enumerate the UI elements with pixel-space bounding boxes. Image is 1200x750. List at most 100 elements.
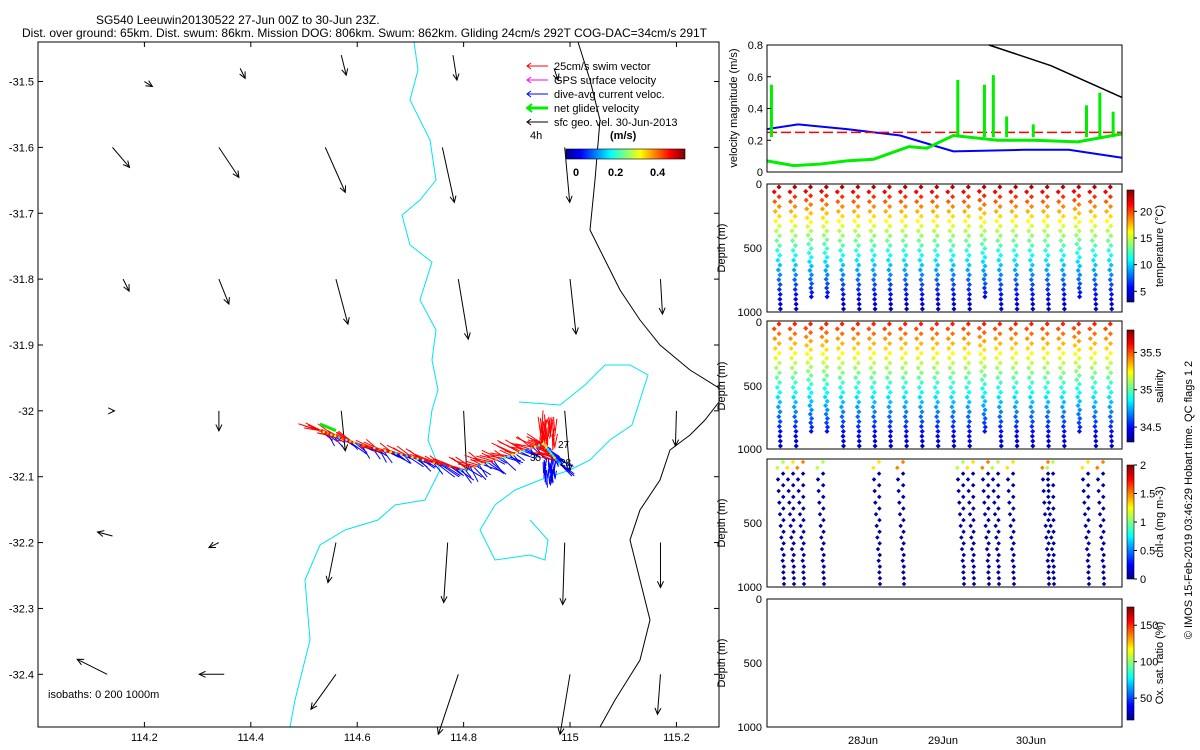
velocity-y-label: velocity magnitude (m/s) xyxy=(728,48,740,167)
profile-sample-marker xyxy=(1109,301,1115,307)
profile-sample-marker xyxy=(1076,202,1082,208)
profile-sample-marker xyxy=(1093,301,1099,307)
profile-sample-marker xyxy=(1042,384,1049,390)
profile-sample-marker xyxy=(966,360,972,366)
profile-sample-marker xyxy=(997,360,1003,366)
profile-sample-marker xyxy=(935,272,941,278)
track-position-marker xyxy=(553,456,556,459)
profile-sample-marker xyxy=(886,414,892,420)
profile-sample-marker xyxy=(902,267,908,273)
profile-sample-marker xyxy=(875,546,881,552)
profile-sample-marker xyxy=(1087,189,1093,195)
profile-sample-marker xyxy=(1061,409,1067,415)
profile-sample-marker xyxy=(882,326,888,332)
swim-vector xyxy=(541,423,546,441)
profile-sample-marker xyxy=(871,243,877,249)
profile-sample-marker xyxy=(855,233,861,239)
profile-sample-marker xyxy=(1045,286,1051,293)
profile-sample-marker xyxy=(821,368,827,374)
track-position-marker xyxy=(537,444,541,447)
profile-sample-marker xyxy=(1041,228,1048,234)
profile-sample-marker xyxy=(822,250,828,256)
track-position-marker xyxy=(348,440,352,443)
profile-sample-marker xyxy=(982,424,988,430)
profile-sample-marker xyxy=(1108,380,1114,386)
profile-sample-marker xyxy=(961,494,966,500)
profile-sample-marker xyxy=(855,331,861,337)
profile-sample-marker xyxy=(981,193,987,199)
profile-sample-marker xyxy=(996,564,1002,569)
profile-sample-marker xyxy=(824,210,830,216)
profile-sample-marker xyxy=(778,523,783,529)
profile-sample-marker xyxy=(807,411,813,417)
profile-sample-marker xyxy=(1072,206,1078,212)
dive-avg-current-line xyxy=(766,123,1123,159)
profile-sample-marker xyxy=(997,223,1003,229)
profile-sample-marker xyxy=(956,488,961,494)
legend-colorbar-tick-1: 0.2 xyxy=(608,167,623,179)
profile-sample-marker xyxy=(839,321,845,327)
profile-sample-marker xyxy=(947,228,953,234)
profile-sample-marker xyxy=(823,411,829,417)
profile-sample-marker xyxy=(1045,291,1052,297)
profile-sample-marker xyxy=(1060,350,1066,356)
geo-vector-arrowhead xyxy=(658,307,666,316)
profile-sample-marker xyxy=(1012,277,1019,283)
profile-sample-marker xyxy=(1030,428,1036,434)
profile-sample-marker xyxy=(798,523,803,529)
salinity-y-tick-2: 1000 xyxy=(738,444,762,456)
temperature-y-tick-2: 1000 xyxy=(738,307,762,319)
profile-sample-marker xyxy=(882,189,888,195)
profile-sample-marker xyxy=(1076,228,1082,234)
profile-sample-marker xyxy=(1061,243,1067,249)
oxygen-y-label: Depth (m) xyxy=(716,639,728,688)
profile-sample-marker xyxy=(822,385,828,391)
profile-sample-marker xyxy=(961,336,967,342)
profile-sample-marker xyxy=(793,389,799,395)
profile-sample-marker xyxy=(970,558,975,564)
map-y-tick-label: -31.9 xyxy=(9,340,34,352)
profile-sample-marker xyxy=(935,428,941,434)
profile-sample-marker xyxy=(868,375,875,381)
profile-sample-marker xyxy=(1060,233,1067,239)
profile-sample-marker xyxy=(935,306,941,312)
map-y-tick-label: -31.7 xyxy=(9,208,34,220)
profile-sample-marker xyxy=(799,546,805,552)
profile-sample-marker xyxy=(949,414,955,420)
profile-sample-marker xyxy=(883,218,889,224)
profile-sample-marker xyxy=(948,394,954,400)
profile-sample-marker xyxy=(790,459,796,465)
profile-sample-marker xyxy=(872,428,878,434)
profile-sample-marker xyxy=(945,336,951,342)
profile-sample-marker xyxy=(888,419,894,425)
profile-sample-marker xyxy=(1013,194,1019,200)
legend-swim-label: 25cm/s swim vector xyxy=(554,61,651,73)
profile-sample-marker xyxy=(901,517,906,523)
profile-sample-marker xyxy=(903,286,909,293)
profile-sample-marker xyxy=(1077,254,1083,260)
profile-sample-marker xyxy=(1085,471,1091,476)
dive-avg-current-vector xyxy=(502,457,517,471)
profile-sample-marker xyxy=(793,306,799,312)
track-annotation-2: 28 xyxy=(560,458,572,469)
profile-sample-marker xyxy=(950,370,956,376)
profile-sample-marker xyxy=(966,252,972,258)
profile-sample-marker xyxy=(946,345,952,351)
track-position-marker xyxy=(448,465,452,469)
profile-sample-marker xyxy=(919,443,925,449)
profile-sample-marker xyxy=(883,355,889,361)
profile-sample-marker xyxy=(855,340,861,347)
profile-sample-marker xyxy=(1090,247,1096,253)
salinity-y-label: Depth (m) xyxy=(716,362,728,411)
profile-sample-marker xyxy=(977,206,983,212)
profile-sample-marker xyxy=(806,259,813,265)
profile-sample-marker xyxy=(871,286,877,293)
track-position-marker xyxy=(330,433,333,436)
profile-sample-marker xyxy=(1091,277,1097,283)
profile-sample-marker xyxy=(1059,404,1065,410)
profile-sample-marker xyxy=(901,581,907,587)
profile-sample-marker xyxy=(792,184,798,190)
profile-sample-marker xyxy=(877,575,883,581)
dive-avg-current-vector xyxy=(527,448,541,458)
profile-sample-marker xyxy=(1046,488,1051,494)
